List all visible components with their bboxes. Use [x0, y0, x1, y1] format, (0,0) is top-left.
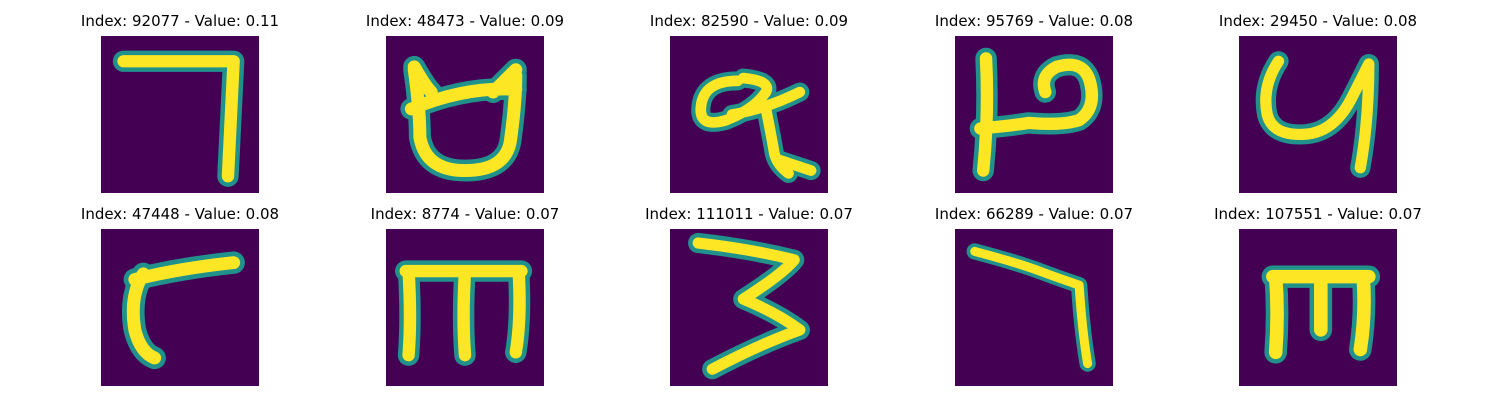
panel-5: Index: 29450 - Value: 0.08 — [1198, 12, 1438, 202]
panel-8: Index: 111011 - Value: 0.07 — [629, 205, 869, 395]
panel-title: Index: 48473 - Value: 0.09 — [365, 12, 565, 30]
panel-10: Index: 107551 - Value: 0.07 — [1198, 205, 1438, 395]
glyph-image — [955, 36, 1113, 193]
glyph-image — [1239, 229, 1397, 386]
panel-title: Index: 95769 - Value: 0.08 — [934, 12, 1134, 30]
panel-title: Index: 82590 - Value: 0.09 — [649, 12, 849, 30]
panel-4: Index: 95769 - Value: 0.08 — [914, 12, 1154, 202]
glyph-image — [386, 36, 544, 193]
glyph-image — [101, 36, 259, 193]
glyph-image — [955, 229, 1113, 386]
panel-6: Index: 47448 - Value: 0.08 — [60, 205, 300, 395]
glyph-image — [670, 229, 828, 386]
panel-title: Index: 92077 - Value: 0.11 — [80, 12, 280, 30]
glyph-image — [1239, 36, 1397, 193]
panel-title: Index: 111011 - Value: 0.07 — [645, 205, 853, 223]
panel-9: Index: 66289 - Value: 0.07 — [914, 205, 1154, 395]
panel-title: Index: 29450 - Value: 0.08 — [1218, 12, 1418, 30]
panel-1: Index: 92077 - Value: 0.11 — [60, 12, 300, 202]
glyph-image — [386, 229, 544, 386]
panel-3: Index: 82590 - Value: 0.09 — [629, 12, 869, 202]
glyph-image — [101, 229, 259, 386]
panel-7: Index: 8774 - Value: 0.07 — [345, 205, 585, 395]
panel-title: Index: 8774 - Value: 0.07 — [370, 205, 560, 223]
panel-2: Index: 48473 - Value: 0.09 — [345, 12, 585, 202]
panel-title: Index: 47448 - Value: 0.08 — [80, 205, 280, 223]
panel-title: Index: 107551 - Value: 0.07 — [1214, 205, 1422, 223]
panel-title: Index: 66289 - Value: 0.07 — [934, 205, 1134, 223]
glyph-image — [670, 36, 828, 193]
